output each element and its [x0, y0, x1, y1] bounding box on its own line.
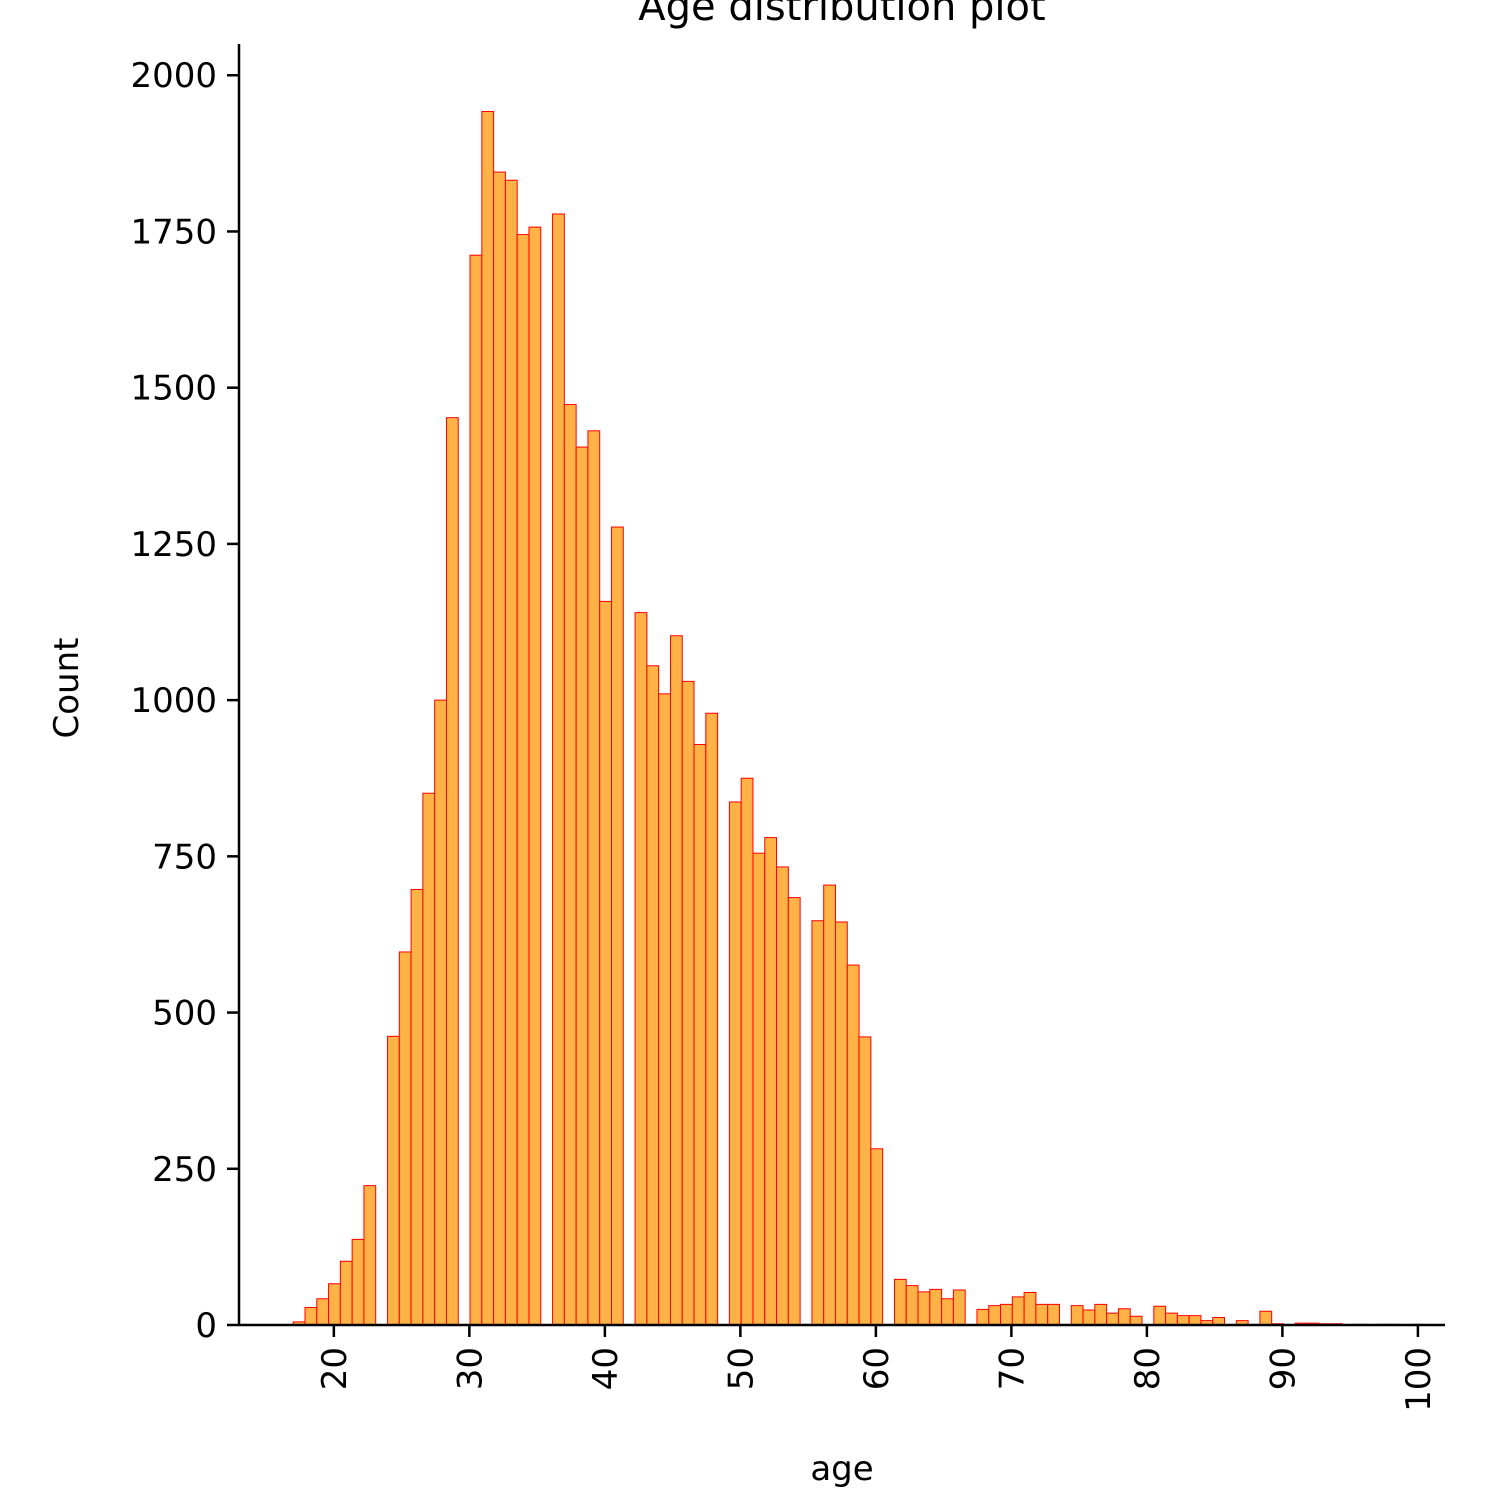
histogram-bar	[941, 1298, 954, 1326]
histogram-bar	[1035, 1303, 1049, 1326]
histogram-bar	[493, 171, 506, 1326]
histogram-bar	[740, 777, 754, 1326]
histogram-bar	[469, 254, 483, 1326]
histogram-bar	[846, 964, 860, 1326]
histogram-bar	[705, 712, 719, 1326]
bars-group	[292, 110, 1426, 1326]
histogram-bar	[1259, 1310, 1273, 1326]
x-axis-label: age	[810, 1449, 873, 1489]
y-ticks-group: 0 250 500 750 1000 1250 1500 1750 2000	[130, 56, 239, 1346]
histogram-bar	[1082, 1309, 1096, 1326]
chart-title: Age distribution plot	[638, 0, 1045, 30]
histogram-bar	[1070, 1305, 1084, 1326]
y-tick-label: 2000	[130, 56, 217, 96]
histogram-bar	[634, 612, 648, 1326]
histogram-bar	[764, 837, 778, 1326]
histogram-bar	[1129, 1315, 1143, 1326]
histogram-bar	[752, 852, 766, 1326]
y-tick-label: 750	[152, 837, 217, 877]
histogram-bar	[587, 430, 601, 1326]
histogram-bar	[905, 1285, 919, 1326]
x-tick-label: 80	[1128, 1347, 1168, 1390]
histogram-bar	[398, 951, 412, 1326]
x-tick-label: 100	[1399, 1347, 1439, 1412]
histogram-bar	[858, 1036, 872, 1326]
histogram-bar	[776, 866, 789, 1326]
y-tick-label: 1000	[130, 681, 217, 721]
x-ticks-group: 20 30 40 50 60 70 80 90 100	[315, 1325, 1439, 1412]
x-tick-label: 40	[586, 1347, 626, 1390]
histogram-bar	[516, 234, 530, 1326]
histogram-bar	[1000, 1303, 1013, 1326]
histogram-bar	[328, 1283, 341, 1326]
histogram-bar	[976, 1308, 990, 1326]
histogram-bar	[787, 897, 801, 1326]
x-tick-label: 90	[1263, 1347, 1303, 1390]
histogram-bar	[351, 1238, 365, 1326]
histogram-bar	[693, 743, 707, 1326]
histogram-bar	[870, 1148, 884, 1326]
histogram-bar	[681, 680, 695, 1326]
histogram-bar	[575, 446, 589, 1326]
histogram-bar	[316, 1298, 330, 1326]
histogram-bar	[834, 921, 848, 1326]
histogram-bar	[1023, 1292, 1037, 1326]
histogram-bar	[917, 1291, 931, 1326]
histogram-bar	[669, 635, 683, 1326]
x-tick-label: 60	[857, 1347, 897, 1390]
histogram-bar	[422, 792, 436, 1326]
histogram-bar	[410, 888, 424, 1326]
histogram-bar	[611, 526, 624, 1326]
histogram-bar	[339, 1260, 353, 1326]
x-tick-label: 20	[315, 1347, 355, 1390]
histogram-bar	[363, 1185, 377, 1326]
histogram-bar	[1188, 1315, 1202, 1326]
histogram-bar	[599, 600, 613, 1326]
histogram-bar	[304, 1307, 318, 1326]
histogram-bar	[988, 1305, 1002, 1326]
x-tick-label: 30	[450, 1347, 490, 1390]
histogram-bar	[1153, 1305, 1167, 1326]
histogram-bar	[1047, 1303, 1060, 1326]
y-tick-label: 250	[152, 1150, 217, 1190]
y-tick-label: 1750	[130, 212, 217, 252]
x-tick-label: 50	[721, 1347, 761, 1390]
histogram-bar	[646, 665, 660, 1326]
histogram-bar	[728, 801, 742, 1326]
y-tick-label: 500	[152, 994, 217, 1034]
histogram-bar	[893, 1278, 907, 1326]
histogram-bar	[563, 404, 577, 1326]
histogram-bar	[823, 884, 836, 1326]
histogram-bar	[387, 1035, 400, 1326]
y-axis-label: Count	[47, 638, 87, 739]
histogram-bar	[552, 213, 565, 1326]
histogram-bar	[1094, 1303, 1108, 1326]
y-tick-label: 0	[195, 1306, 217, 1346]
histogram-bar	[1011, 1296, 1025, 1326]
histogram-bar	[811, 920, 825, 1326]
histogram-bar	[1117, 1308, 1131, 1326]
x-tick-label: 70	[992, 1347, 1032, 1390]
histogram-bar	[504, 179, 518, 1326]
histogram-bar	[434, 699, 447, 1326]
histogram-bar	[1165, 1312, 1178, 1326]
histogram-bar	[481, 110, 495, 1326]
histogram-bar	[929, 1288, 943, 1326]
histogram-bar	[952, 1289, 966, 1326]
histogram-bar	[658, 693, 671, 1326]
histogram-bar	[445, 417, 459, 1326]
y-tick-label: 1250	[130, 525, 217, 565]
histogram-bar	[1176, 1315, 1190, 1326]
histogram-bar	[528, 226, 542, 1326]
y-tick-label: 1500	[130, 369, 217, 409]
histogram-bar	[1106, 1312, 1119, 1326]
